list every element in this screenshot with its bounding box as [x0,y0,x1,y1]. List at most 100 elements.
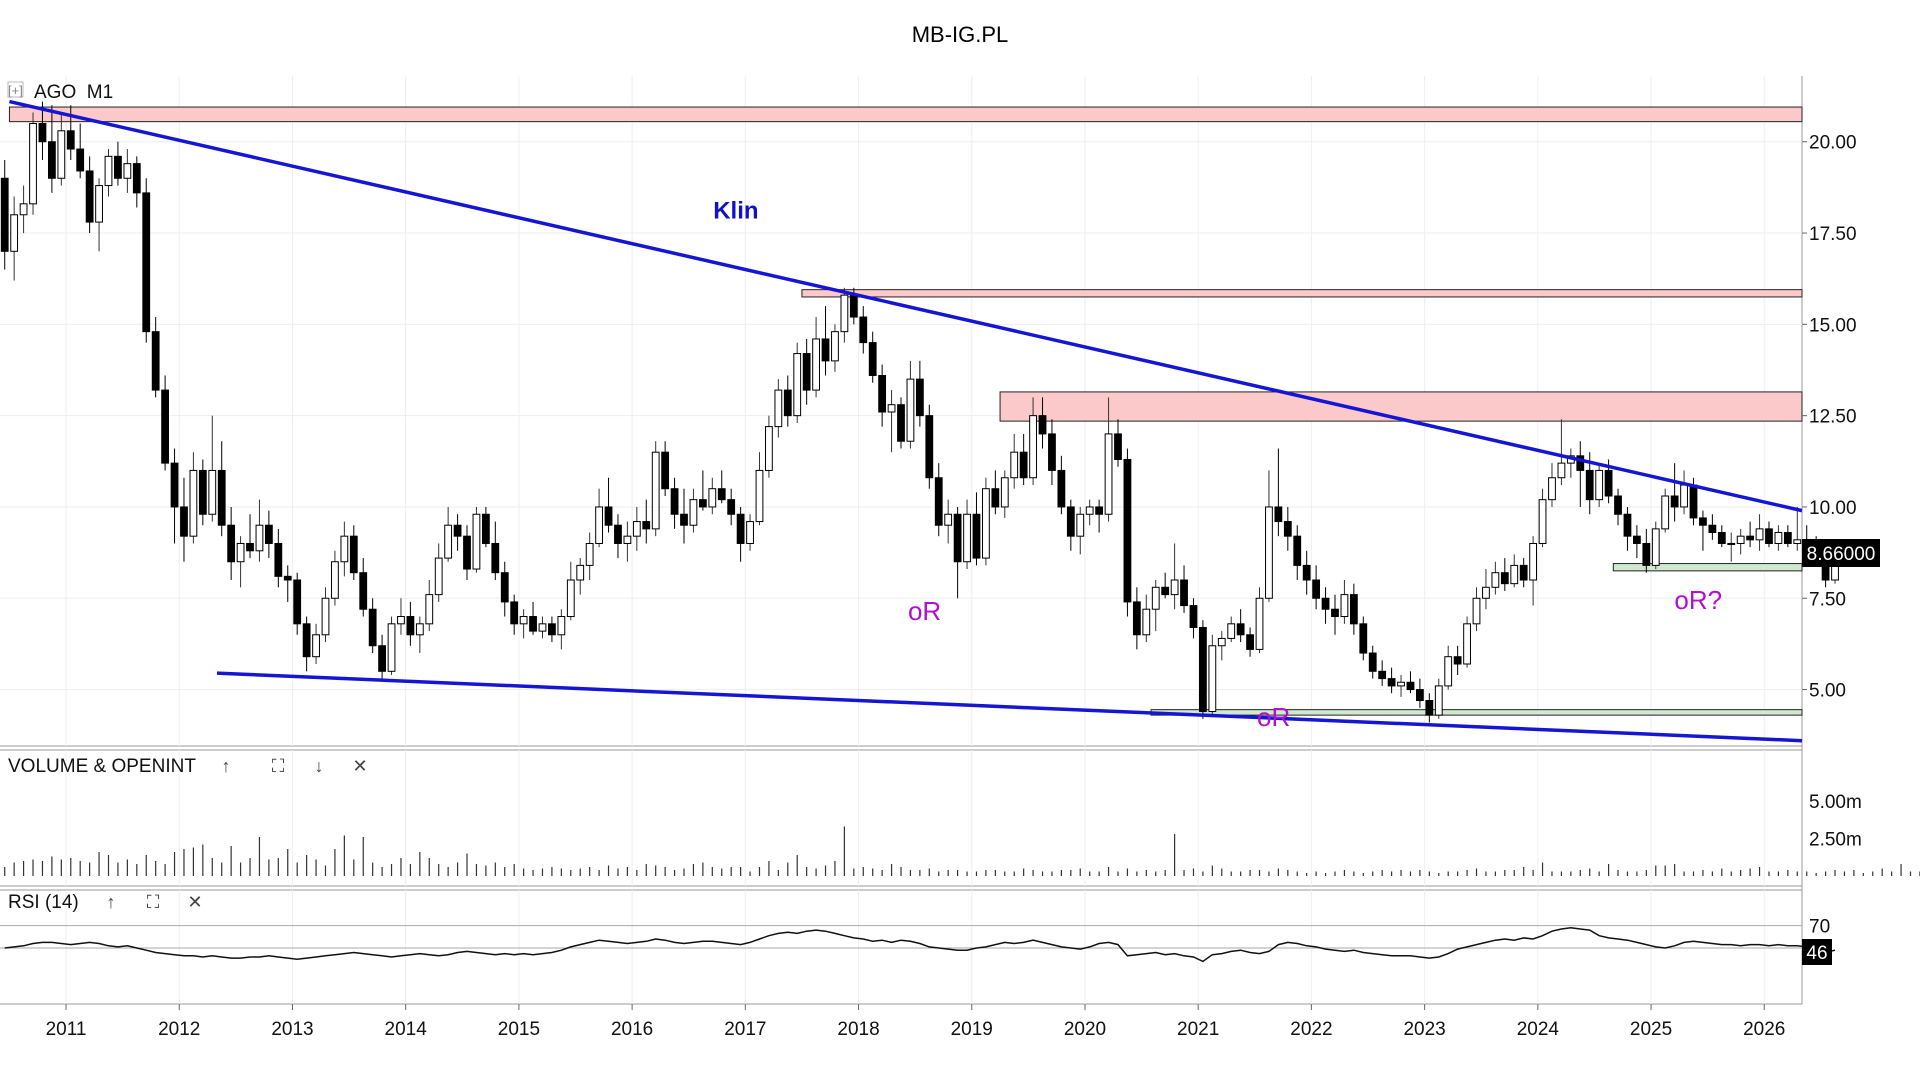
candle-body [1765,528,1773,544]
candle-body [321,597,330,636]
candle-body [1189,605,1198,628]
candle-body [76,148,85,172]
volume-move-down-button[interactable]: ↓ [315,756,324,776]
candle-body [1199,626,1207,712]
candle-body [1689,484,1698,519]
candle-body [1217,637,1226,647]
candle-body [1425,700,1434,716]
time-tick-label: 2016 [611,1019,653,1040]
volume-axis: 2.50m 5.00m [1809,792,1862,851]
collapse-toggle-icon[interactable]: [+] [8,83,23,98]
candle-body [255,524,264,552]
candle-body [114,155,122,179]
price-tick-label: 17.50 [1809,224,1857,245]
candle-body [1519,564,1528,581]
candle-body [57,130,66,179]
candle-body [717,488,726,501]
candle-body [1397,681,1405,687]
candle-body [1472,597,1481,625]
candle-body [1482,586,1490,599]
candle-body [1123,458,1132,603]
trendlines[interactable] [9,99,1803,743]
candle-body [293,579,302,625]
trendline[interactable] [216,671,1803,743]
candle-body [557,616,566,636]
candle-body [632,521,641,537]
candle-body [925,415,934,479]
price-tick-label: 15.00 [1809,315,1857,336]
volume-close-button[interactable]: ✕ [352,756,367,776]
candle-body [1331,608,1339,618]
candle-body [1010,451,1019,479]
candle-body [1227,623,1236,639]
candle-body [934,477,943,526]
candle-body [1755,528,1764,541]
candle-body [510,601,519,625]
volume-panel-title: VOLUME & OPENINT [8,756,196,777]
rsi-grid [0,890,1802,1004]
time-axis[interactable]: 2011 2012 2013 2014 2015 2016 2017 2018 2019 2020… [46,1004,1786,1040]
candle-body [812,338,820,391]
rsi-move-up-button[interactable]: ↑ [107,892,116,912]
price-tick-label: 20.00 [1809,133,1857,154]
candle-body [47,141,56,179]
candle-body [1604,469,1613,497]
candle-body [1529,542,1538,581]
trendline[interactable] [9,99,1803,513]
pattern-label: Klin [713,197,758,224]
candle-body [1500,572,1509,585]
candle-body [755,469,764,523]
candlestick-series [0,101,1839,723]
candle-body [444,524,453,559]
candle-body [689,499,698,526]
price-panel-title: AGO M1 [34,82,113,103]
volume-move-up-button[interactable]: ↑ [222,756,231,776]
candle-body [651,451,660,530]
candle-body [453,524,462,537]
page-title: MB-IG.PL [912,22,1009,47]
candle-body [1104,433,1113,515]
candle-body [736,513,745,544]
time-tick-label: 2024 [1517,1019,1560,1040]
candle-body [595,506,603,544]
candle-body [415,623,424,636]
candle-body [1708,524,1717,534]
candle-body [38,122,47,143]
candle-body [840,294,849,333]
candle-body [831,331,839,362]
candle-body [217,469,226,526]
volume-maximize-button[interactable]: ⛶ [272,756,285,776]
candle-body [1557,462,1566,479]
time-tick-label: 2026 [1743,1019,1785,1040]
candle-body [661,451,670,490]
candle-body [331,561,339,599]
candle-body [519,616,528,625]
candle-body [378,645,386,672]
rsi-close-button[interactable]: ✕ [187,892,202,912]
candle-body [104,155,113,187]
candle-body [180,506,188,537]
candle-body [548,623,556,636]
candle-body [1029,415,1037,479]
rsi-maximize-button[interactable]: ⛶ [147,892,160,912]
candle-body [481,513,490,544]
candle-body [189,469,198,537]
candle-body [463,535,471,570]
candle-body [198,469,207,515]
candle-body [1368,652,1377,672]
candle-body [1642,542,1651,566]
candle-body [1114,433,1122,460]
candle-body [1717,532,1726,544]
panel-frames [0,76,1803,1005]
candle-body [906,378,915,442]
candle-body [1510,564,1519,585]
reversal-label: oR [908,596,941,626]
candle-body [972,513,981,559]
time-tick-label: 2018 [837,1019,879,1040]
resistance-zone [999,391,1803,422]
collapse-toggle-box[interactable] [7,81,24,98]
candle-body [1699,517,1707,526]
price-axis[interactable]: 5.00 7.50 10.00 12.50 15.00 17.50 20.00 [1802,133,1857,702]
price-zones [8,106,1803,716]
